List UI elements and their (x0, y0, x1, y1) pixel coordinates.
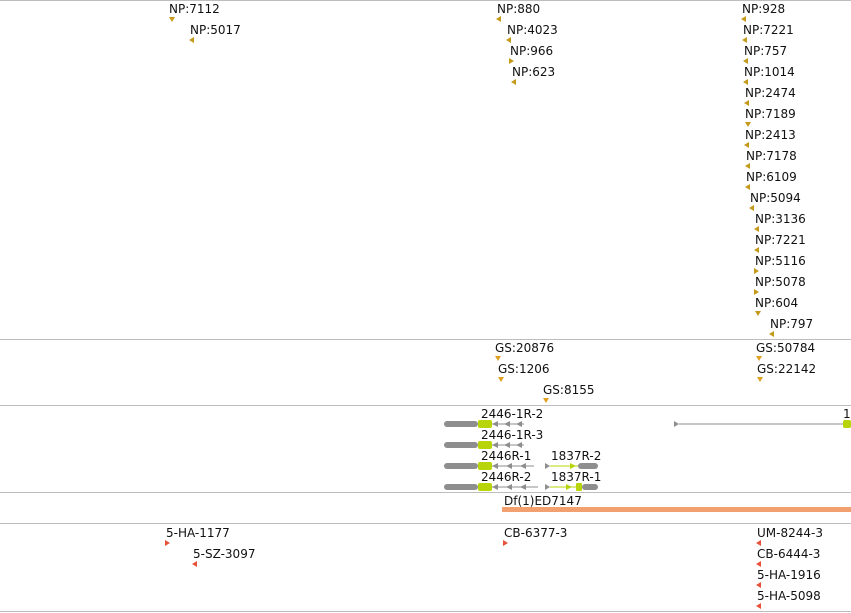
insertion-marker-icon (745, 184, 750, 190)
deficiency-label[interactable]: Df(1)ED7147 (504, 494, 582, 508)
transcript-label[interactable]: 1837R-2 (551, 449, 602, 463)
np-feature-label: NP:880 (497, 2, 541, 16)
np-feature-label: NP:5017 (190, 23, 241, 37)
hit-feature-label: 5-HA-5098 (757, 589, 821, 603)
insertion-marker-icon (754, 226, 759, 232)
transcript-model[interactable] (444, 441, 524, 449)
hit-feature-label: 5-SZ-3097 (193, 547, 256, 561)
insertion-marker-icon (511, 79, 516, 85)
insertion-marker-icon (509, 58, 514, 64)
np-feature-label: NP:2413 (745, 128, 796, 142)
insertion-marker-icon (743, 79, 748, 85)
insertion-marker-icon (192, 561, 197, 567)
np-feature-label: NP:5094 (750, 191, 801, 205)
transcript-label[interactable]: 1 (843, 407, 851, 421)
insertion-marker-icon (495, 356, 501, 361)
transcript-label[interactable]: 2446-1R-2 (481, 407, 544, 421)
track-divider (0, 0, 851, 1)
transcript-label[interactable]: 2446R-2 (481, 470, 532, 484)
np-feature-label: NP:7189 (745, 107, 796, 121)
hit-feature-label: 5-HA-1916 (757, 568, 821, 582)
insertion-marker-icon (741, 16, 746, 22)
gs-feature-label: GS:8155 (543, 383, 595, 397)
insertion-marker-icon (756, 561, 761, 567)
np-feature-label: NP:6109 (746, 170, 797, 184)
deficiency-bar[interactable] (502, 507, 851, 512)
insertion-marker-icon (498, 377, 504, 382)
insertion-marker-icon (756, 356, 762, 361)
insertion-marker-icon (754, 247, 759, 253)
transcript-label[interactable]: 2446R-1 (481, 449, 532, 463)
insertion-marker-icon (756, 582, 761, 588)
np-feature-label: NP:7221 (743, 23, 794, 37)
gs-feature-label: GS:50784 (756, 341, 816, 355)
np-feature-label: NP:7178 (746, 149, 797, 163)
insertion-marker-icon (496, 16, 501, 22)
hit-feature-label: CB-6377-3 (504, 526, 568, 540)
gs-feature-label: GS:1206 (498, 362, 550, 376)
insertion-marker-icon (757, 377, 763, 382)
np-feature-label: NP:797 (770, 317, 814, 331)
insertion-marker-icon (756, 603, 761, 609)
np-feature-label: NP:7112 (169, 2, 220, 16)
insertion-marker-icon (169, 17, 175, 22)
np-feature-label: NP:5116 (755, 254, 806, 268)
track-divider (0, 492, 851, 493)
insertion-marker-icon (743, 58, 748, 64)
track-divider (0, 523, 851, 524)
insertion-marker-icon (744, 142, 749, 148)
insertion-marker-icon (742, 37, 747, 43)
insertion-marker-icon (189, 37, 194, 43)
np-feature-label: NP:5078 (755, 275, 806, 289)
transcript-model[interactable] (545, 483, 598, 491)
insertion-marker-icon (769, 331, 774, 337)
transcript-label[interactable]: 2446-1R-3 (481, 428, 544, 442)
insertion-marker-icon (745, 122, 751, 127)
transcript-model[interactable] (444, 420, 524, 428)
gs-feature-label: GS:22142 (757, 362, 817, 376)
insertion-marker-icon (745, 163, 750, 169)
transcript-model[interactable] (674, 420, 851, 428)
insertion-marker-icon (754, 268, 759, 274)
np-feature-label: NP:928 (742, 2, 786, 16)
np-feature-label: NP:2474 (745, 86, 796, 100)
transcript-model[interactable] (444, 462, 534, 470)
hit-feature-label: CB-6444-3 (757, 547, 821, 561)
insertion-marker-icon (749, 205, 754, 211)
transcript-label[interactable]: 1837R-1 (551, 470, 602, 484)
insertion-marker-icon (165, 540, 170, 546)
track-divider (0, 405, 851, 406)
insertion-marker-icon (506, 37, 511, 43)
np-feature-label: NP:604 (755, 296, 799, 310)
np-feature-label: NP:757 (744, 44, 788, 58)
gs-feature-label: GS:20876 (495, 341, 555, 355)
np-feature-label: NP:966 (510, 44, 554, 58)
hit-feature-label: UM-8244-3 (757, 526, 823, 540)
hit-feature-label: 5-HA-1177 (166, 526, 230, 540)
insertion-marker-icon (744, 100, 749, 106)
np-feature-label: NP:4023 (507, 23, 558, 37)
transcript-model[interactable] (545, 463, 598, 469)
np-feature-label: NP:1014 (744, 65, 795, 79)
transcript-model[interactable] (444, 483, 538, 491)
np-feature-label: NP:3136 (755, 212, 806, 226)
np-feature-label: NP:623 (512, 65, 556, 79)
np-feature-label: NP:7221 (755, 233, 806, 247)
track-divider (0, 339, 851, 340)
insertion-marker-icon (543, 398, 549, 403)
insertion-marker-icon (754, 289, 759, 295)
insertion-marker-icon (755, 311, 761, 316)
insertion-marker-icon (756, 540, 761, 546)
insertion-marker-icon (503, 540, 508, 546)
